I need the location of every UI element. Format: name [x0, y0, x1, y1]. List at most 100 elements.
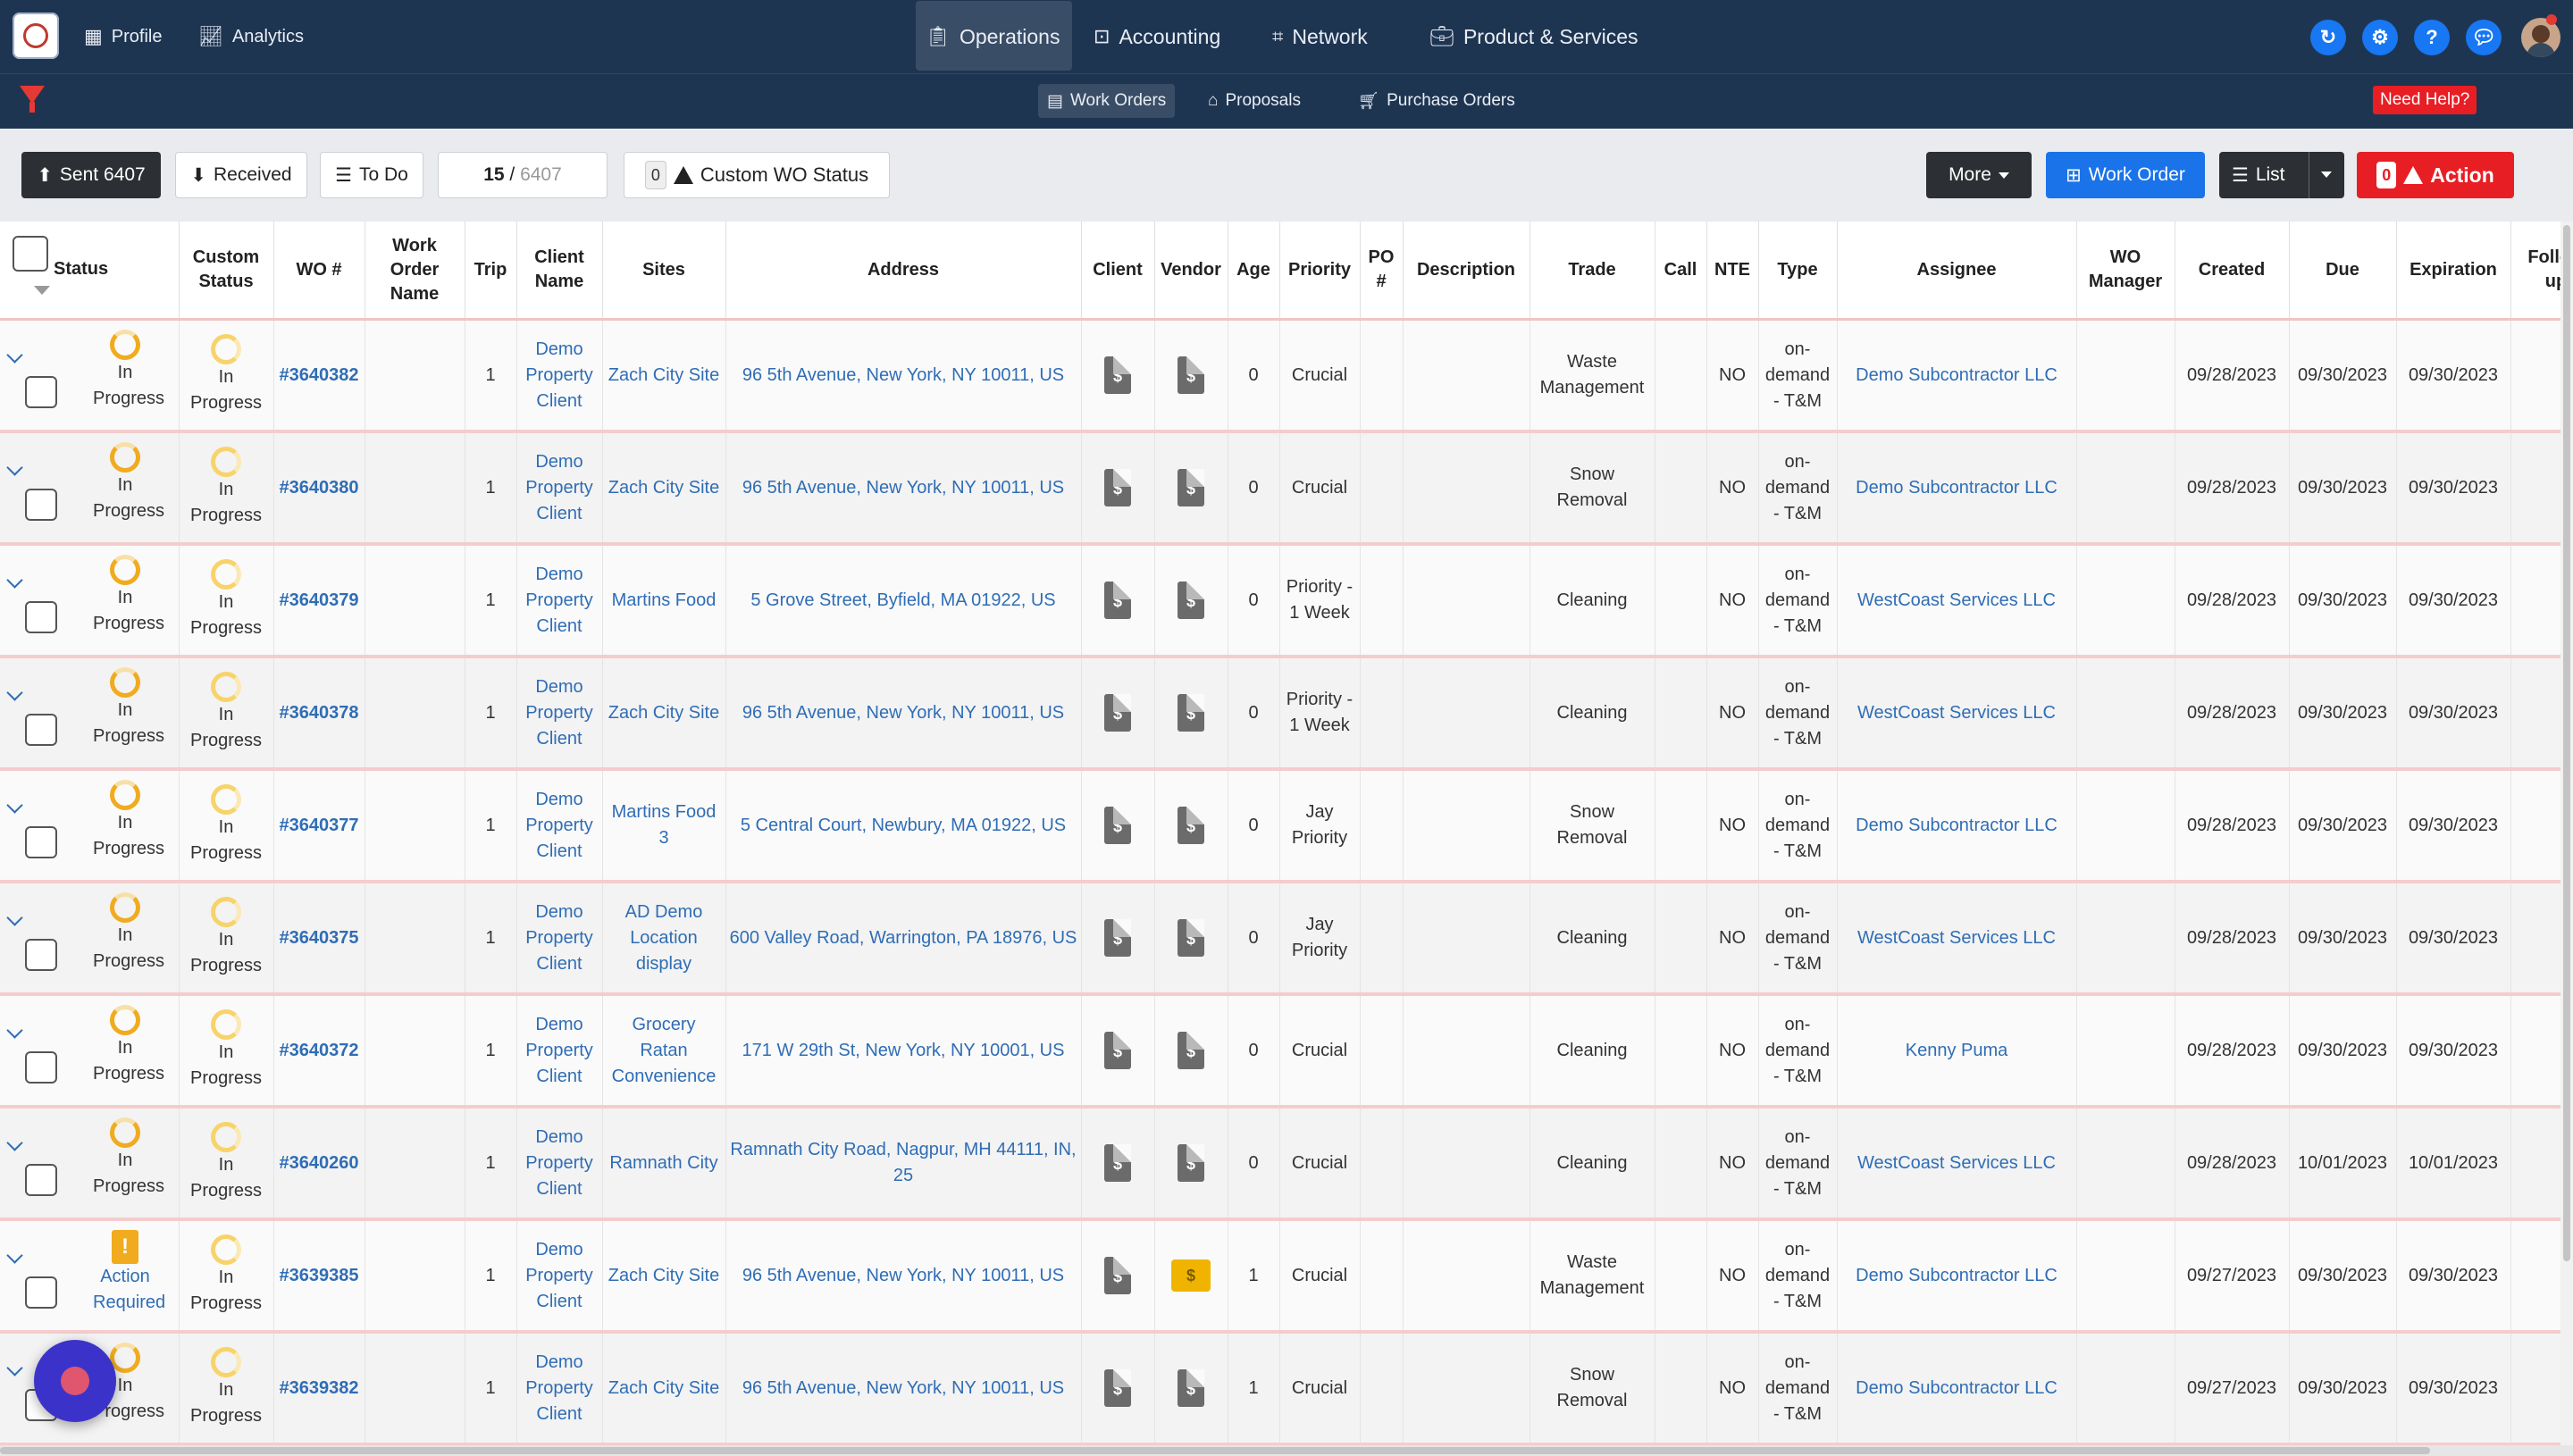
column-header[interactable]: Description: [1403, 222, 1530, 321]
invoice-doc-icon[interactable]: $: [1178, 807, 1204, 844]
site-value[interactable]: Zach City Site: [608, 702, 720, 723]
column-header[interactable]: Priority: [1279, 222, 1361, 321]
client-name-value[interactable]: Demo Property Client: [525, 339, 593, 411]
address-cell[interactable]: 171 W 29th St, New York, NY 10001, US: [725, 994, 1082, 1109]
column-header[interactable]: Trade: [1530, 222, 1655, 321]
client-name-cell[interactable]: Demo Property Client: [516, 431, 603, 546]
row-checkbox[interactable]: [25, 1276, 57, 1309]
subnav-proposals[interactable]: ⌂ Proposals: [1199, 84, 1310, 118]
column-header[interactable]: WO #: [273, 222, 365, 321]
address-cell[interactable]: 600 Valley Road, Warrington, PA 18976, U…: [725, 882, 1082, 996]
row-checkbox[interactable]: [25, 376, 57, 408]
assignee-value[interactable]: WestCoast Services LLC: [1857, 590, 2056, 610]
client-name-cell[interactable]: Demo Property Client: [516, 319, 603, 433]
assignee-value[interactable]: WestCoast Services LLC: [1857, 1152, 2056, 1173]
client-name-cell[interactable]: Demo Property Client: [516, 1219, 603, 1334]
subnav-purchase-orders[interactable]: 🛒︎ Purchase Orders: [1349, 84, 1524, 118]
assignee-cell[interactable]: WestCoast Services LLC: [1837, 657, 2077, 771]
table-row[interactable]: ! Action Required In Progress #3639385 1 Demo…: [0, 1219, 2573, 1334]
wo-cell[interactable]: #3640379: [273, 544, 365, 658]
site-cell[interactable]: Zach City Site: [602, 1219, 726, 1334]
site-cell[interactable]: Martins Food: [602, 544, 726, 658]
client-name-cell[interactable]: Demo Property Client: [516, 544, 603, 658]
invoice-doc-icon[interactable]: $: [1104, 807, 1131, 844]
invoice-doc-icon[interactable]: $: [1104, 582, 1131, 619]
column-header[interactable]: Address: [725, 222, 1082, 321]
table-row[interactable]: In Progress In Progress #3640380 1 Demo Prop…: [0, 431, 2573, 546]
client-name-cell[interactable]: Demo Property Client: [516, 1332, 603, 1446]
site-value[interactable]: Zach City Site: [608, 1377, 720, 1398]
column-header[interactable]: Type: [1758, 222, 1838, 321]
invoice-doc-icon[interactable]: $: [1104, 1144, 1131, 1182]
assignee-value[interactable]: WestCoast Services LLC: [1857, 927, 2056, 948]
wo-value[interactable]: #3640375: [279, 927, 359, 948]
client-name-value[interactable]: Demo Property Client: [525, 901, 593, 974]
site-value[interactable]: Zach City Site: [608, 1265, 720, 1285]
client-name-cell[interactable]: Demo Property Client: [516, 882, 603, 996]
user-avatar[interactable]: [2521, 18, 2560, 57]
column-header[interactable]: Client Name: [516, 222, 603, 321]
action-button[interactable]: 0 Action: [2357, 152, 2514, 198]
address-value[interactable]: 600 Valley Road, Warrington, PA 18976, U…: [729, 927, 1077, 948]
address-value[interactable]: 96 5th Avenue, New York, NY 10011, US: [742, 1265, 1065, 1285]
record-fab-button[interactable]: [34, 1340, 116, 1422]
wo-cell[interactable]: #3640260: [273, 1107, 365, 1221]
invoice-doc-icon[interactable]: $: [1178, 469, 1204, 506]
table-row[interactable]: In Progress In Progress #3639382 1 Demo Prop…: [0, 1332, 2573, 1446]
client-name-value[interactable]: Demo Property Client: [525, 1351, 593, 1424]
company-logo[interactable]: [13, 13, 59, 59]
client-name-value[interactable]: Demo Property Client: [525, 789, 593, 861]
nav-operations[interactable]: 📋︎ Operations: [926, 0, 1060, 73]
table-row[interactable]: In Progress In Progress #3640372 1 Demo Prop…: [0, 994, 2573, 1109]
table-row[interactable]: In Progress In Progress #3640260 1 Demo Prop…: [0, 1107, 2573, 1221]
client-name-cell[interactable]: Demo Property Client: [516, 769, 603, 883]
invoice-envelope-icon[interactable]: $: [1171, 1259, 1211, 1292]
address-cell[interactable]: 96 5th Avenue, New York, NY 10011, US: [725, 431, 1082, 546]
client-name-cell[interactable]: Demo Property Client: [516, 657, 603, 771]
invoice-doc-icon[interactable]: $: [1104, 1369, 1131, 1407]
table-row[interactable]: In Progress In Progress #3640382 1 Demo Prop…: [0, 319, 2573, 433]
more-dropdown[interactable]: More: [1926, 152, 2032, 198]
new-work-order-button[interactable]: ⊞ Work Order: [2046, 152, 2205, 198]
row-checkbox[interactable]: [25, 826, 57, 858]
column-header[interactable]: Assignee: [1837, 222, 2077, 321]
wo-value[interactable]: #3640372: [279, 1040, 359, 1060]
invoice-doc-icon[interactable]: $: [1104, 356, 1131, 394]
invoice-doc-icon[interactable]: $: [1178, 694, 1204, 732]
client-name-value[interactable]: Demo Property Client: [525, 1126, 593, 1199]
address-cell[interactable]: 5 Grove Street, Byfield, MA 01922, US: [725, 544, 1082, 658]
todo-filter-button[interactable]: ☰ To Do: [320, 152, 423, 198]
address-cell[interactable]: 96 5th Avenue, New York, NY 10011, US: [725, 1219, 1082, 1334]
wo-value[interactable]: #3640382: [279, 364, 359, 385]
address-value[interactable]: 96 5th Avenue, New York, NY 10011, US: [742, 702, 1065, 723]
site-value[interactable]: Zach City Site: [608, 477, 720, 498]
site-value[interactable]: Martins Food 3: [611, 802, 717, 848]
gear-icon[interactable]: ⚙: [2362, 20, 2398, 55]
wo-cell[interactable]: #3640378: [273, 657, 365, 771]
vertical-scrollbar[interactable]: [2560, 222, 2573, 1445]
assignee-value[interactable]: Kenny Puma: [1905, 1040, 2008, 1060]
site-cell[interactable]: Zach City Site: [602, 319, 726, 433]
wo-cell[interactable]: #3640377: [273, 769, 365, 883]
wo-value[interactable]: #3639385: [279, 1265, 359, 1285]
nav-accounting[interactable]: ⊡ Accounting: [1094, 0, 1220, 73]
site-cell[interactable]: Grocery Ratan Convenience: [602, 994, 726, 1109]
chevron-down-icon[interactable]: [6, 1360, 23, 1377]
invoice-doc-icon[interactable]: $: [1178, 1369, 1204, 1407]
address-value[interactable]: 96 5th Avenue, New York, NY 10011, US: [742, 477, 1065, 498]
filter-icon[interactable]: [20, 86, 45, 113]
invoice-doc-icon[interactable]: $: [1104, 469, 1131, 506]
row-checkbox[interactable]: [25, 714, 57, 746]
invoice-doc-icon[interactable]: $: [1178, 356, 1204, 394]
site-value[interactable]: Grocery Ratan Convenience: [611, 1014, 717, 1086]
invoice-doc-icon[interactable]: $: [1104, 919, 1131, 957]
address-value[interactable]: 96 5th Avenue, New York, NY 10011, US: [742, 1377, 1065, 1398]
column-header[interactable]: Work Order Name: [365, 222, 465, 321]
invoice-doc-icon[interactable]: $: [1178, 1032, 1204, 1069]
column-header[interactable]: Age: [1228, 222, 1280, 321]
table-row[interactable]: In Progress In Progress #3640377 1 Demo Prop…: [0, 769, 2573, 883]
site-value[interactable]: Ramnath City: [609, 1152, 718, 1173]
wo-value[interactable]: #3640380: [279, 477, 359, 498]
wo-cell[interactable]: #3640382: [273, 319, 365, 433]
wo-cell[interactable]: #3639382: [273, 1332, 365, 1446]
